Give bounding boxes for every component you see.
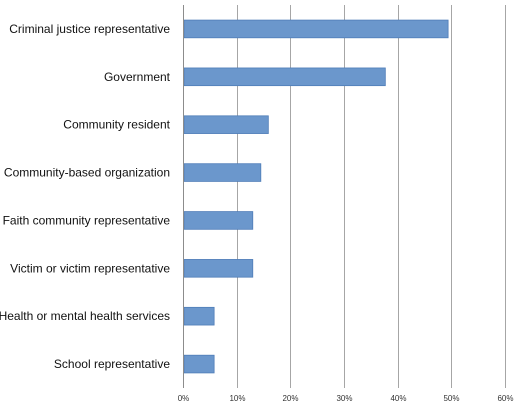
bar	[183, 354, 215, 374]
x-tick-label: 60%	[497, 394, 513, 403]
category-label: Government	[104, 70, 171, 84]
category-labels: Criminal justice representative Governmen…	[0, 22, 171, 371]
x-tick-label: 0%	[178, 394, 190, 403]
x-tick-label: 10%	[229, 394, 245, 403]
category-label: Victim or victim representative	[10, 261, 170, 275]
bar	[183, 163, 262, 182]
category-label: Criminal justice representative	[9, 22, 170, 36]
category-label: Faith community representative	[3, 213, 171, 227]
category-label: Community resident	[63, 118, 170, 132]
x-tick-label: 20%	[282, 394, 298, 403]
x-tick-label: 30%	[336, 394, 352, 403]
category-label: School representative	[54, 357, 170, 371]
category-label: Health or mental health services	[0, 309, 170, 323]
bar	[183, 306, 215, 326]
bar	[183, 19, 449, 39]
bar	[183, 259, 254, 278]
tick-labels: 0% 10% 20% 30% 40% 50% 60%	[178, 394, 514, 403]
bar	[183, 115, 269, 134]
x-tick-label: 40%	[390, 394, 406, 403]
bar	[183, 211, 254, 230]
x-tick-label: 50%	[443, 394, 459, 403]
bar	[183, 67, 386, 87]
grid-lines	[237, 5, 506, 388]
category-label: Community-based organization	[4, 166, 170, 180]
bars	[183, 19, 449, 374]
